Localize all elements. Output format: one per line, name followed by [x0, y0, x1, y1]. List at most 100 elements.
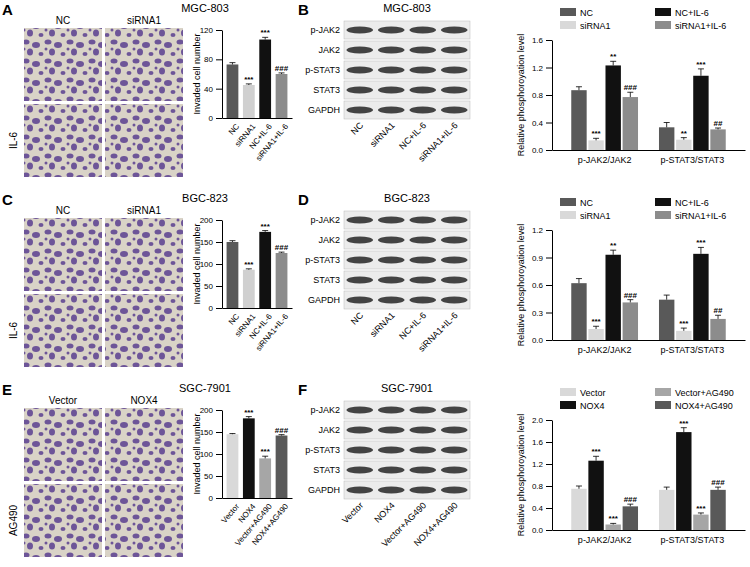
figure: AMGC-803NCsiRNA1IL-6BMGC-803p-JAK2JAK2p-…: [0, 0, 750, 567]
y-tick: 1.2: [532, 64, 552, 73]
blot-band: [347, 407, 373, 414]
error-bar: [229, 241, 235, 242]
x-tick-label: siRNA1+IL-6: [254, 312, 291, 353]
row-label: IL-6: [8, 321, 19, 339]
bar: [623, 97, 638, 150]
x-tick: NC: [227, 118, 241, 137]
plot-area: [571, 247, 725, 340]
error-bar: [610, 523, 616, 524]
y-tick-mark: [546, 508, 552, 509]
y-axis-title: Invaded cell number: [192, 223, 202, 304]
transwell-photo: [24, 104, 102, 177]
legend-label: siRNA1: [580, 21, 611, 31]
bar: [276, 253, 288, 308]
x-tick: p-STAT3/STAT3: [660, 530, 724, 545]
legend-swatch: [560, 211, 576, 219]
significance-label: ###: [624, 495, 638, 504]
y-tick-label: 50: [204, 472, 213, 481]
significance-label: ***: [696, 60, 706, 69]
significance-label: ###: [275, 243, 289, 252]
blot-band: [441, 257, 467, 264]
error-bar: [627, 504, 633, 506]
significance-label: **: [610, 52, 617, 61]
bar: [571, 283, 586, 340]
y-tick-label: 0.6: [532, 281, 544, 290]
blot-band: [378, 27, 404, 34]
error-bar: [681, 138, 687, 140]
figure-row: CBGC-823NCsiRNA1IL-6DBGC-823p-JAK2JAK2p-…: [2, 191, 746, 367]
x-tick: siRNA1+IL-6: [254, 308, 291, 353]
x-tick-label: Vector: [220, 502, 242, 525]
blot-band: [441, 217, 467, 224]
blot-strip: [344, 81, 470, 99]
blot-band: [441, 27, 467, 34]
blot-band: [441, 427, 467, 434]
panel-letter: D: [298, 191, 309, 208]
legend-label: NC+IL-6: [675, 198, 709, 208]
legend-swatch: [655, 211, 671, 219]
lane-label: NC: [349, 310, 366, 327]
error-bar: [715, 315, 721, 319]
transwell-photo: [24, 294, 102, 367]
blot-band: [410, 87, 436, 94]
error-bar: [246, 84, 252, 85]
y-axis: 0.00.40.81.21.6: [532, 36, 553, 155]
blot-band: [378, 427, 404, 434]
blot-strip: [344, 41, 470, 59]
y-tick-mark: [546, 68, 552, 69]
bar: [588, 329, 603, 340]
error-bar: [246, 417, 252, 419]
blot-band: [378, 67, 404, 74]
bar: [571, 90, 586, 150]
y-tick-mark: [216, 454, 222, 455]
y-tick-label: 0.0: [532, 526, 544, 535]
blot-band: [347, 297, 373, 304]
y-tick: 0.0: [532, 146, 552, 155]
blot-row-label: JAK2: [318, 235, 340, 245]
blot-band: [441, 487, 467, 494]
blot-row-label: JAK2: [318, 45, 340, 55]
legend-swatch: [560, 8, 576, 16]
x-axis: NCsiRNA1NC+IL-6siRNA1+IL-6: [223, 308, 293, 353]
y-tick: 150: [200, 238, 222, 247]
bar: [710, 319, 725, 340]
x-tick: p-JAK2/JAK2: [578, 340, 632, 355]
legend-swatch: [655, 198, 671, 206]
legend: VectorNOX4Vector+AG490NOX4+AG490: [560, 388, 734, 411]
x-tick: p-STAT3/STAT3: [660, 340, 724, 355]
bar: [227, 434, 239, 498]
y-tick: 0.0: [532, 526, 552, 535]
y-tick: 200: [200, 216, 222, 225]
blot-band: [441, 107, 467, 114]
bar: [605, 255, 620, 340]
significance-label: ***: [591, 447, 601, 456]
blot-strip: [344, 481, 470, 499]
blot-band: [441, 407, 467, 414]
x-tick-label: p-STAT3/STAT3: [660, 345, 724, 355]
y-tick-label: 1.2: [532, 226, 544, 235]
y-tick-mark: [546, 313, 552, 314]
y-tick-mark: [546, 123, 552, 124]
x-axis: p-JAK2/JAK2p-STAT3/STAT3: [553, 530, 746, 545]
y-tick-mark: [546, 486, 552, 487]
y-tick: 0.6: [532, 281, 552, 290]
error-bar: [229, 433, 235, 435]
significance-label: ***: [696, 238, 706, 247]
blot-band: [410, 427, 436, 434]
y-axis-line: [552, 421, 553, 531]
blot-band: [410, 237, 436, 244]
blot-band: [378, 407, 404, 414]
bar: [243, 85, 255, 118]
lane-label: NOX4+AG490: [412, 500, 460, 548]
y-tick: 150: [200, 428, 222, 437]
bar: [227, 64, 239, 118]
blot-band: [378, 217, 404, 224]
bar: [259, 232, 271, 308]
blot-band: [410, 257, 436, 264]
blot-band: [378, 447, 404, 454]
y-tick-mark: [216, 432, 222, 433]
y-tick-label: 0: [209, 304, 214, 313]
blot-band: [410, 467, 436, 474]
row-label: IL-6: [8, 131, 19, 149]
legend-label: NOX4: [580, 401, 605, 411]
